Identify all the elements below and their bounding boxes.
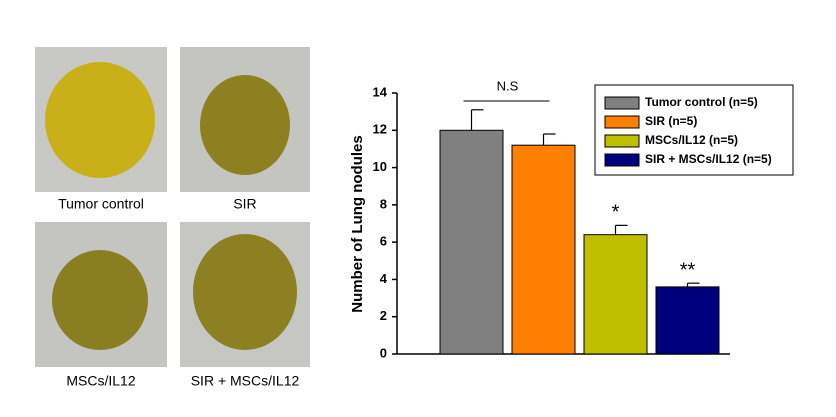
y-tick-label: 2 — [380, 308, 387, 323]
significance: ** — [680, 259, 696, 281]
legend-swatch — [604, 153, 640, 167]
legend-swatch — [604, 115, 640, 129]
photo-lung — [200, 75, 290, 175]
photo-caption: SIR — [233, 196, 256, 212]
y-tick-label: 4 — [380, 271, 388, 286]
legend-label: SIR (n=5) — [645, 114, 697, 128]
annotation: N.S — [497, 78, 519, 93]
significance: * — [612, 202, 620, 224]
photo-lung — [193, 234, 297, 350]
legend-label: MSCs/IL12 (n=5) — [645, 133, 738, 147]
y-tick-label: 12 — [373, 122, 387, 137]
bar — [655, 286, 720, 355]
photo-lung — [45, 62, 155, 178]
photo-caption: SIR + MSCs/IL12 — [191, 373, 300, 389]
y-tick-label: 8 — [380, 196, 387, 211]
bar — [583, 234, 648, 355]
photo-caption: MSCs/IL12 — [66, 373, 135, 389]
photo-lung — [52, 250, 148, 350]
legend-swatch — [604, 96, 640, 110]
y-tick-label: 6 — [380, 234, 387, 249]
photo-caption: Tumor control — [58, 196, 144, 212]
y-tick-label: 10 — [373, 159, 387, 174]
y-tick-label: 14 — [373, 84, 388, 99]
legend-swatch — [604, 134, 640, 148]
photo-panel: Tumor control SIR MSCs/IL12 SIR + MSCs/I… — [35, 47, 310, 389]
bar — [511, 144, 576, 355]
bar — [439, 129, 504, 355]
y-tick-label: 0 — [380, 345, 387, 360]
y-axis-label: Number of Lung nodules — [349, 135, 366, 313]
legend-label: Tumor control (n=5) — [645, 95, 758, 109]
legend-label: SIR + MSCs/IL12 (n=5) — [645, 152, 772, 166]
